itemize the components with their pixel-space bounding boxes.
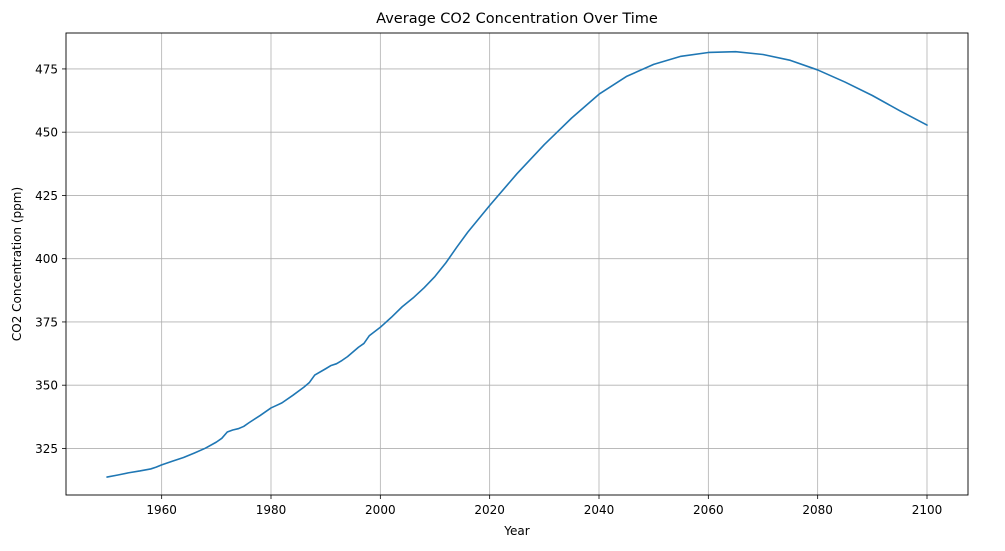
plot-area-frame	[65, 32, 969, 496]
chart-title: Average CO2 Concentration Over Time	[376, 11, 658, 27]
x-tick-label: 1960	[146, 503, 177, 517]
x-axis-label: Year	[503, 524, 529, 538]
tick-layer: 1960 1980 2000 2020 2040 2060 2080 2100 325 350 37…	[35, 62, 942, 517]
y-axis-label: CO2 Concentration (ppm)	[10, 187, 24, 341]
x-tick-label: 2060	[693, 503, 724, 517]
y-tick-label: 425	[35, 189, 58, 203]
y-tick-label: 400	[35, 252, 58, 266]
co2-series-line	[106, 50, 928, 478]
grid-layer	[66, 33, 968, 495]
plot-area-background	[66, 33, 968, 495]
x-tick-label: 2080	[802, 503, 833, 517]
x-tick-label: 2000	[365, 503, 396, 517]
x-tick-label: 2040	[584, 503, 615, 517]
x-tick-label: 2020	[474, 503, 505, 517]
y-tick-label: 350	[35, 379, 58, 393]
x-tick-label: 2100	[912, 503, 943, 517]
y-tick-label: 325	[35, 442, 58, 456]
series-layer	[106, 50, 928, 478]
y-tick-label: 450	[35, 126, 58, 140]
x-tick-label: 1980	[256, 503, 287, 517]
y-tick-label: 375	[35, 315, 58, 329]
y-tick-label: 475	[35, 62, 58, 76]
